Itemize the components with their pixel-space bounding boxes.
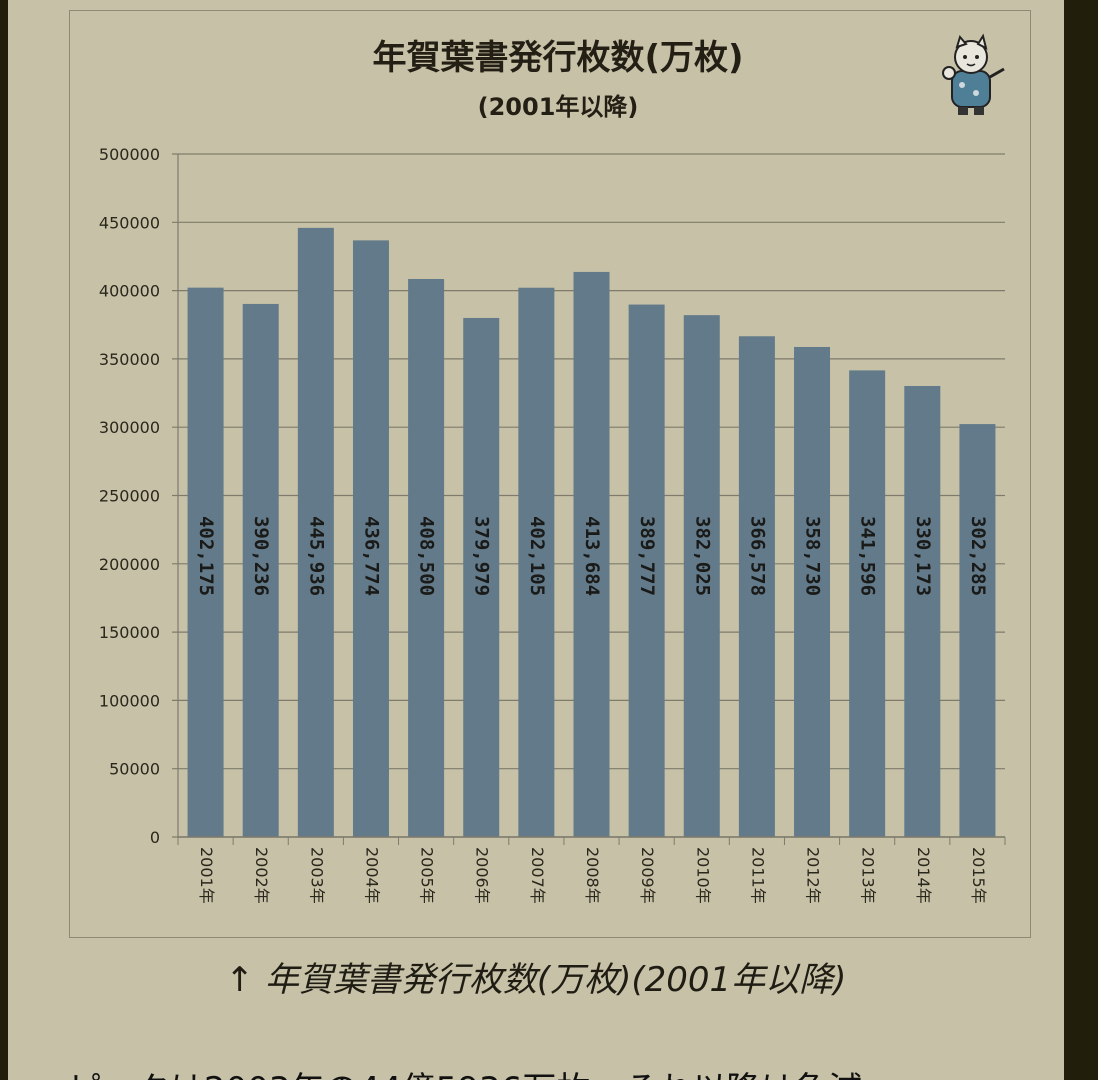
article-body-text: ピークは2003年の44億5936万枚、それ以降は急減	[68, 1062, 862, 1080]
y-tick-label: 350000	[99, 350, 160, 369]
x-tick-label: 2013年	[859, 847, 878, 904]
y-tick-label: 250000	[99, 487, 160, 506]
bar-2014年	[904, 385, 941, 837]
bar-2006年	[463, 317, 500, 837]
bar-2013年	[849, 370, 886, 837]
bar-chart: 年賀葉書発行枚数(万枚) (2001年以降) 0 50000 100000 150000 2…	[99, 33, 1006, 904]
bar-2003年	[297, 227, 334, 837]
mascot-cat-icon	[942, 33, 1005, 115]
bar-2011年	[738, 336, 775, 837]
y-tick-label: 450000	[99, 213, 160, 232]
chart-subtitle: (2001年以降)	[478, 93, 639, 121]
y-tick-label: 100000	[99, 691, 160, 710]
y-tick-label: 300000	[99, 418, 160, 437]
x-tick-label: 2012年	[804, 847, 823, 904]
bar-2002年	[242, 303, 279, 837]
x-tick-label: 2007年	[528, 847, 547, 904]
x-tick-label: 2004年	[362, 847, 381, 904]
y-tick-label: 0	[150, 828, 160, 847]
x-tick-label: 2001年	[197, 847, 216, 904]
x-tick-label: 2003年	[307, 847, 326, 904]
bar-2008年	[573, 271, 610, 837]
bar-2012年	[794, 346, 831, 837]
x-tick-label: 2008年	[583, 847, 602, 904]
data-label-2015年: 302,285	[967, 516, 989, 596]
data-label-2006年: 379,979	[471, 516, 493, 596]
x-tick-label: 2011年	[748, 847, 767, 904]
x-tick-label: 2005年	[418, 847, 437, 904]
bar-2004年	[352, 240, 389, 838]
chart-title: 年賀葉書発行枚数(万枚)	[372, 38, 743, 78]
x-tick-label: 2006年	[473, 847, 492, 904]
y-tick-label: 500000	[99, 145, 160, 164]
data-label-2005年: 408,500	[416, 516, 438, 596]
y-tick-label: 400000	[99, 282, 160, 301]
data-label-2013年: 341,596	[857, 516, 879, 596]
data-label-2009年: 389,777	[636, 516, 658, 596]
chart-caption: ↑ 年賀葉書発行枚数(万枚)(2001年以降)	[225, 960, 847, 1000]
bar-2005年	[408, 278, 445, 837]
y-tick-label: 50000	[109, 760, 160, 779]
bar-2001年	[187, 287, 224, 838]
data-label-2011年: 366,578	[746, 516, 768, 596]
bar-2010年	[683, 315, 720, 838]
x-tick-label: 2010年	[693, 847, 712, 904]
article-panel: 年賀葉書発行枚数(万枚) (2001年以降) 0 50000 100000 150000 2…	[8, 0, 1064, 1080]
data-label-2008年: 413,684	[581, 516, 603, 596]
data-label-2004年: 436,774	[360, 516, 382, 596]
data-label-2001年: 402,175	[195, 516, 217, 596]
data-label-2012年: 358,730	[802, 516, 824, 596]
x-tick-label: 2015年	[969, 847, 988, 904]
bar-2009年	[628, 304, 665, 838]
chart-frame: 年賀葉書発行枚数(万枚) (2001年以降) 0 50000 100000 150000 2…	[69, 10, 1031, 938]
data-label-2014年: 330,173	[912, 516, 934, 596]
data-label-2003年: 445,936	[305, 516, 327, 596]
y-tick-label: 150000	[99, 623, 160, 642]
x-tick-label: 2014年	[914, 847, 933, 904]
x-tick-label: 2002年	[252, 847, 271, 904]
data-label-2002年: 390,236	[250, 516, 272, 596]
data-label-2007年: 402,105	[526, 516, 548, 596]
data-label-2010年: 382,025	[691, 516, 713, 596]
bar-2007年	[518, 287, 555, 837]
y-tick-label: 200000	[99, 555, 160, 574]
bar-2015年	[959, 424, 996, 837]
x-tick-label: 2009年	[638, 847, 657, 904]
